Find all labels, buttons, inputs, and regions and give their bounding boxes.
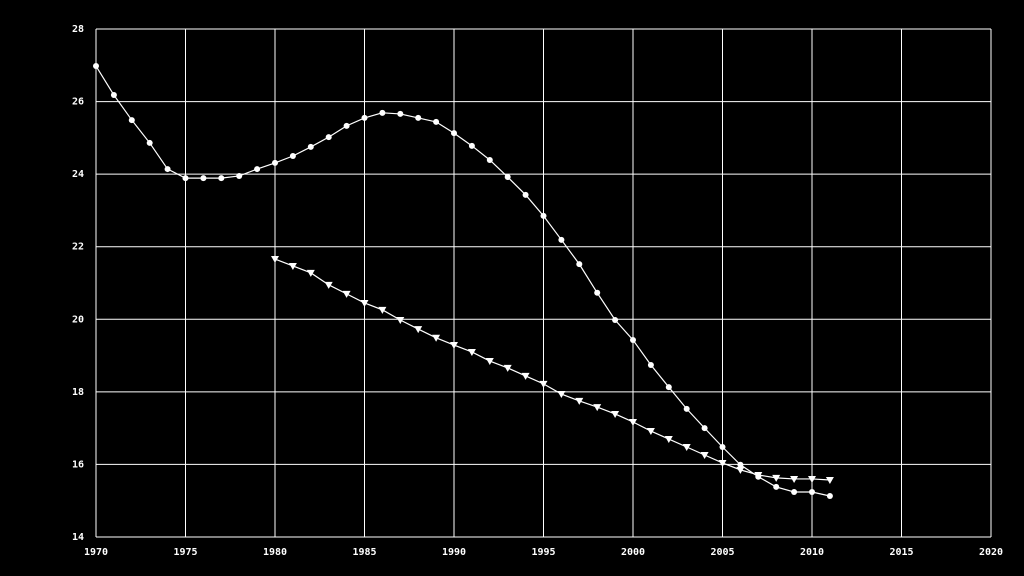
y-tick-label: 22 [72,242,84,253]
data-point [451,130,457,137]
data-point [468,142,475,149]
x-tick-label: 1970 [84,547,108,558]
data-point [719,444,726,451]
data-point [575,397,584,405]
data-point [646,428,655,436]
data-point [682,444,691,452]
data-point [808,475,816,483]
y-tick-label: 26 [72,97,84,108]
data-point [593,404,602,412]
data-point [324,281,333,289]
data-point [754,471,763,479]
data-point [540,212,547,219]
data-point [325,134,332,141]
data-point [825,477,834,485]
data-point [218,175,225,182]
data-point [450,342,458,350]
y-tick-label: 24 [72,169,84,180]
data-point [361,114,368,121]
data-point [254,166,261,173]
data-point [665,384,672,391]
data-point [378,306,387,314]
y-tick-label: 14 [72,532,84,543]
data-point [486,156,493,163]
data-point [557,391,566,399]
data-point [826,492,833,499]
x-tick-label: 2015 [889,547,913,558]
data-point [288,262,297,270]
data-point [503,364,512,372]
data-point [236,172,243,179]
data-point [379,109,386,116]
data-point [576,261,583,268]
data-point [432,334,441,342]
data-point [164,166,171,173]
data-point [630,336,636,343]
y-tick-label: 20 [72,314,84,325]
data-point [772,474,781,482]
data-point [306,269,315,277]
data-point [539,380,548,388]
data-point [718,459,727,467]
data-point [93,63,99,70]
y-tick-label: 18 [72,387,84,398]
x-tick-label: 1990 [442,547,466,558]
series-line [274,258,830,481]
y-tick-label: 28 [72,24,84,35]
data-point [307,143,314,150]
data-point [647,362,654,369]
data-point [467,348,476,356]
data-point [773,483,780,490]
data-point [415,114,422,121]
data-point [397,110,404,117]
data-point [700,451,709,459]
x-tick-label: 2010 [800,547,824,558]
data-point [629,418,637,426]
data-point [289,153,296,159]
data-point [790,475,799,483]
x-tick-label: 1995 [531,547,555,558]
data-point [146,139,153,146]
data-point [414,326,423,334]
data-point [433,118,440,125]
x-tick-label: 2000 [621,547,645,558]
y-tick-label: 16 [72,459,84,470]
data-point [360,299,369,307]
data-point [701,425,708,432]
data-point [809,489,815,496]
series-line [95,65,831,497]
data-point [737,461,744,468]
data-point [791,489,798,496]
data-point [200,175,207,182]
data-point [110,92,117,99]
x-tick-label: 1985 [352,547,376,558]
data-point [521,372,530,380]
data-point [128,117,135,124]
data-point [736,466,745,474]
data-point [558,236,565,243]
data-point [664,436,673,444]
x-tick-label: 2020 [979,547,1003,558]
data-point [182,175,189,182]
data-point [272,159,278,166]
x-tick-label: 2005 [710,547,734,558]
data-point [504,174,511,181]
data-point [611,410,620,418]
data-point [612,317,619,324]
data-point [343,122,350,129]
data-point [485,358,494,366]
data-point [683,405,690,412]
data-point [594,289,601,296]
x-tick-label: 1975 [173,547,197,558]
data-point [271,256,279,264]
data-point [396,317,405,325]
data-point [522,191,529,198]
x-tick-label: 1980 [263,547,287,558]
data-point [342,290,351,298]
